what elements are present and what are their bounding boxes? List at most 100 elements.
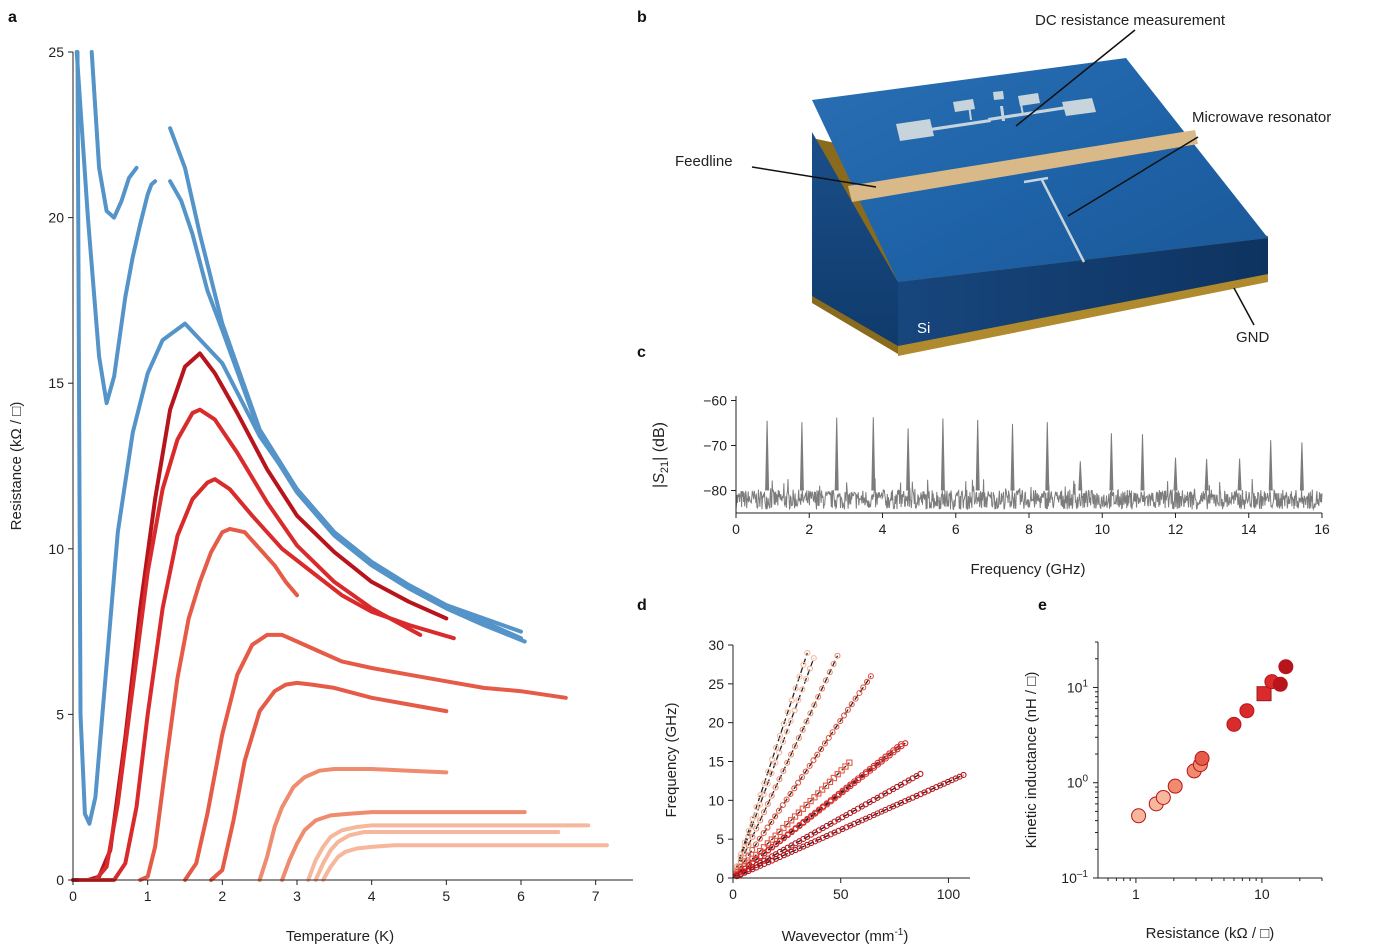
panel-d-fit-line <box>732 773 921 879</box>
panel-d-data-point <box>772 813 779 820</box>
panel-d-data-point <box>811 794 818 801</box>
panel-c-x-tick-label: 10 <box>1094 521 1110 537</box>
panel-d-data-point <box>856 689 863 697</box>
panel-d-data-point <box>825 734 832 741</box>
panel-d-data-points <box>733 649 967 880</box>
panel-d-data-point <box>848 701 855 708</box>
panel-d-data-point <box>818 746 825 753</box>
panel-d-data-point <box>800 818 807 826</box>
dc-measurement-pattern <box>896 91 1096 141</box>
panel-c-resonance-peak <box>1173 457 1178 491</box>
panel-d-data-point <box>829 729 836 736</box>
panel-d-data-point <box>745 842 752 849</box>
panel-c-x-tick-label: 12 <box>1168 521 1184 537</box>
panel-d-data-point <box>878 756 885 763</box>
panel-d-data-point <box>822 677 829 684</box>
panel-c-x-tick-label: 8 <box>1025 521 1033 537</box>
panel-a-x-tick-label: 4 <box>368 888 376 904</box>
panel-d-data-point <box>858 772 866 779</box>
panel-d-data-point <box>776 732 783 739</box>
panel-d-data-point <box>760 844 768 851</box>
panel-b-device-schematic: DC resistance measurement Feedline Micro… <box>675 12 1331 356</box>
panel-d-data-point <box>779 738 787 745</box>
panel-d-data-point <box>757 817 764 824</box>
panel-d-data-point <box>788 697 795 704</box>
panel-d-data-point <box>851 778 858 785</box>
panel-c-x-tick-label: 6 <box>952 521 960 537</box>
panel-c-resonance-peak <box>799 422 804 491</box>
panel-a-series-line <box>257 767 449 882</box>
panel-a-x-tick-label: 2 <box>218 888 226 904</box>
panel-e-data-point <box>1155 789 1171 805</box>
panel-c-resonance-peaks <box>765 417 1304 491</box>
panel-e-data-point <box>1194 750 1210 766</box>
panel-a-y-tick-label: 10 <box>48 541 64 557</box>
panel-d-data-point <box>752 841 760 848</box>
panel-d-data-point <box>811 702 818 709</box>
panel-label-b: b <box>637 9 647 26</box>
panel-d-data-point <box>787 790 794 797</box>
panel-c-resonance-peak <box>1140 434 1145 491</box>
panel-d-x-tick-label: 50 <box>833 886 849 902</box>
panel-d-data-point <box>837 717 844 725</box>
panel-d-data-point <box>788 828 795 835</box>
panel-d-data-point <box>779 802 786 809</box>
panel-a-y-label: Resistance (kΩ / □) <box>8 402 25 531</box>
panel-a-y-ticks: 0 5 10 15 20 25 <box>48 44 73 888</box>
panel-d-data-point <box>753 856 760 863</box>
panel-a-y-tick-label: 15 <box>48 375 64 391</box>
panel-d-data-point <box>783 796 790 803</box>
panel-e-y-tick-label: 10–1 <box>1061 869 1088 886</box>
panel-d-data-point <box>874 759 881 766</box>
panel-c-resonance-peak <box>975 419 980 491</box>
panel-a-series-line <box>168 126 523 634</box>
panel-d-data-point <box>803 801 810 809</box>
panel-d-data-point <box>796 822 803 829</box>
panel-e-x-tick-label: 1 <box>1132 886 1140 902</box>
panel-d-data-point <box>800 661 807 668</box>
panel-d-data-point <box>855 775 862 782</box>
feedline-label: Feedline <box>675 153 733 170</box>
panel-label-d: d <box>637 597 647 614</box>
panel-a-x-tick-label: 6 <box>517 888 525 904</box>
panel-d-data-point <box>745 852 752 859</box>
substrate-right-side <box>898 238 1268 346</box>
panel-d-data-point <box>803 675 810 683</box>
panel-d-data-point <box>760 791 767 798</box>
panel-d-data-point <box>756 835 763 842</box>
panel-d-data-point <box>776 776 783 783</box>
panel-e-data-point <box>1239 703 1255 719</box>
gnd-callout-line <box>1233 287 1255 326</box>
panel-e-data-points <box>1131 659 1294 824</box>
panel-a-x-tick-label: 3 <box>293 888 301 904</box>
substrate-front-side <box>812 132 898 346</box>
panel-d-data-point <box>806 665 813 672</box>
panel-a-curves <box>71 50 609 882</box>
panel-c-y-label: |S21| (dB) <box>651 422 671 488</box>
panel-label-a: a <box>8 9 17 26</box>
panel-d-data-point <box>862 769 869 776</box>
panel-d-data-point <box>772 759 779 766</box>
panel-d-data-point <box>784 831 791 838</box>
dc-measurement-label: DC resistance measurement <box>1035 12 1226 29</box>
panel-a-series-line <box>183 632 568 882</box>
panel-c-y-tick-label: −60 <box>703 393 727 409</box>
panel-d-data-point <box>753 812 760 819</box>
panel-d-data-point <box>768 770 775 777</box>
panel-d-data-point <box>791 743 798 750</box>
panel-d-data-point <box>810 655 817 662</box>
panel-d-data-point <box>787 717 794 724</box>
panel-d-y-tick-label: 10 <box>708 792 724 808</box>
panel-d-data-point <box>839 787 846 794</box>
panel-d-data-point <box>749 815 756 822</box>
panel-d-data-point <box>810 757 817 764</box>
panel-d-data-point <box>788 817 795 824</box>
panel-d-data-point <box>783 728 790 735</box>
panel-label-c: c <box>637 344 646 361</box>
panel-d-data-point <box>795 779 802 786</box>
panel-d-data-point <box>882 753 889 760</box>
resonator-cap <box>1023 176 1049 184</box>
panel-d-y-tick-label: 15 <box>708 754 724 770</box>
panel-d-y-tick-label: 30 <box>708 637 724 653</box>
panel-d-data-point <box>784 759 791 766</box>
